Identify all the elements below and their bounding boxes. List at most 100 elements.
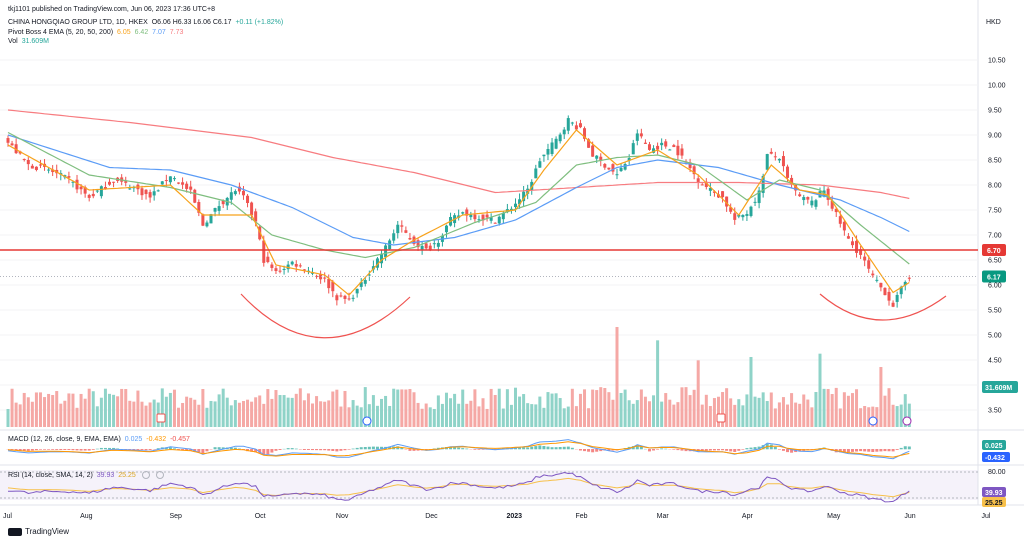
candle-body [164,180,168,182]
candle-body [254,211,258,222]
macd-histogram-bar [639,446,643,450]
vol-value: 31.609M [21,38,49,45]
volume-bar [302,400,306,427]
macd-histogram-bar [907,446,911,450]
candle-body [489,217,493,221]
macd-histogram-bar [887,449,891,452]
split-marker-icon [156,413,166,423]
settings-icon[interactable] [155,471,164,479]
volume-bar [611,399,615,427]
candle-body [627,158,631,161]
candle-body [26,159,30,165]
volume-bar [241,400,245,427]
macd-histogram-bar [457,447,461,450]
candle-body [717,194,720,198]
dividend-marker-icon [868,416,878,426]
volume-bar [6,408,10,427]
candle-body [757,190,761,204]
macd-histogram-bar [708,449,712,451]
volume-bar [846,395,850,427]
y-tick-label: 9.50 [988,108,1002,115]
volume-bar [761,392,765,427]
candle-body [656,145,660,150]
volume-bar [225,397,229,427]
candle-body [246,195,250,204]
candle-body [201,214,205,226]
candle-body [826,188,830,200]
macd-histogram-bar [87,449,91,451]
macd-histogram-bar [777,449,781,450]
volume-bar [168,392,172,427]
candle-body [765,154,769,170]
macd-histogram-bar [680,449,684,451]
volume-bar [432,408,436,427]
volume-bar [838,408,842,427]
candle-body [595,155,599,159]
macd-histogram-bar [729,449,733,452]
macd-histogram-bar [879,449,883,452]
volume-bar [696,360,700,427]
visibility-icon[interactable] [141,471,150,479]
candle-body [355,288,359,294]
x-tick-label: Jul [3,513,12,520]
volume-bar [802,394,806,427]
candle-body [562,129,566,135]
candle-body [311,272,314,274]
macd-histogram-bar [156,448,160,450]
macd-histogram-bar [112,447,116,450]
volume-bar [542,407,546,427]
volume-bar [798,403,802,427]
volume-bar [38,392,42,427]
volume-bar [887,388,891,427]
volume-bar [306,393,310,427]
macd-histogram-bar [733,449,737,452]
volume-bar [656,340,660,427]
volume-bar [221,388,225,427]
y-tick-label: 7.00 [988,233,1002,240]
volume-bar [444,392,448,427]
macd-histogram-bar [656,449,660,450]
x-tick-label: Nov [336,513,349,520]
candle-body [867,260,871,269]
ema5-line [7,129,910,296]
candle-body [550,142,554,155]
volume-bar [233,400,237,427]
volume-bar [554,393,558,427]
volume-bar [717,396,720,427]
y-tick-label: 10.00 [988,83,1006,90]
macd-histogram-bar [103,447,107,450]
macd-histogram-bar [518,447,522,450]
volume-bar [850,393,854,427]
candle-body [327,278,331,289]
volume-bar [63,400,67,427]
macd-histogram-bar [542,446,546,450]
candle-body [509,208,513,211]
volume-bar [562,408,566,427]
volume-bar [895,406,899,427]
volume-bar [777,402,781,427]
macd-histogram-bar [140,449,144,451]
volume-bar [473,389,477,427]
macd-histogram-bar [164,447,168,450]
macd-histogram-bar [363,447,367,450]
candle-body [91,193,95,197]
macd-histogram-bar [769,444,773,450]
macd-histogram-bar [38,449,42,450]
signal-tag [982,452,1010,462]
candle-body [156,190,160,192]
macd-histogram-bar [95,448,99,450]
volume-bar [278,395,282,427]
resistance-price-tag [982,244,1006,256]
volume-bar [700,404,704,427]
tradingview-logo[interactable]: TradingView [8,527,69,536]
volume-bar [258,395,262,427]
macd-histogram-bar [558,447,562,450]
candle-body [99,186,103,197]
volume-bar [745,394,749,427]
volume-bar [26,397,30,427]
volume-bar [469,400,473,427]
ema200-value: 7.73 [169,29,184,36]
volume-bar [440,403,444,427]
ema50-value: 7.07 [152,29,166,36]
